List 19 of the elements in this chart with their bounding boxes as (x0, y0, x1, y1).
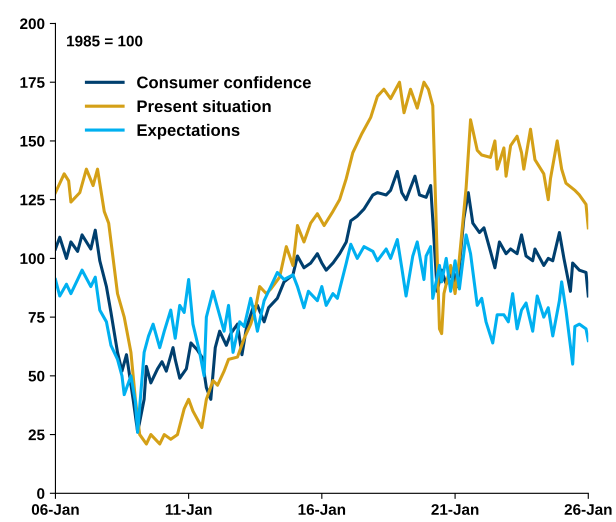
legend-label: Present situation (138, 100, 271, 112)
line-series (55, 233, 588, 434)
x-tick-label: 21-Jan (431, 504, 478, 515)
y-tick-label: 100 (20, 253, 44, 264)
legend-label: Consumer confidence (137, 76, 311, 88)
y-tick-label: 75 (28, 312, 45, 323)
x-tick-label: 16-Jan (298, 504, 346, 515)
y-tick-label: 125 (20, 194, 45, 206)
y-tick-label: 150 (20, 136, 44, 147)
x-tick-label: 06-Jan (32, 504, 79, 515)
x-tick-label: 26-Jan (564, 504, 612, 515)
y-tick-label: 25 (28, 429, 45, 440)
legend-label: Expectations (138, 124, 240, 140)
y-tick-label: 200 (20, 18, 44, 30)
y-tick-label: 50 (28, 370, 44, 382)
y-tick-label: 0 (37, 488, 44, 499)
annotation: 1985 = 100 (67, 36, 142, 46)
y-tick-label: 175 (20, 77, 45, 88)
x-tick-label: 11-Jan (166, 504, 212, 515)
